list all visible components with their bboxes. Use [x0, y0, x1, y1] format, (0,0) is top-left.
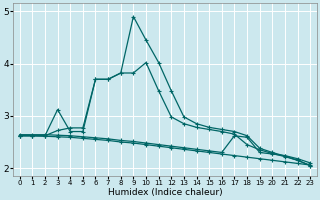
X-axis label: Humidex (Indice chaleur): Humidex (Indice chaleur) — [108, 188, 222, 197]
